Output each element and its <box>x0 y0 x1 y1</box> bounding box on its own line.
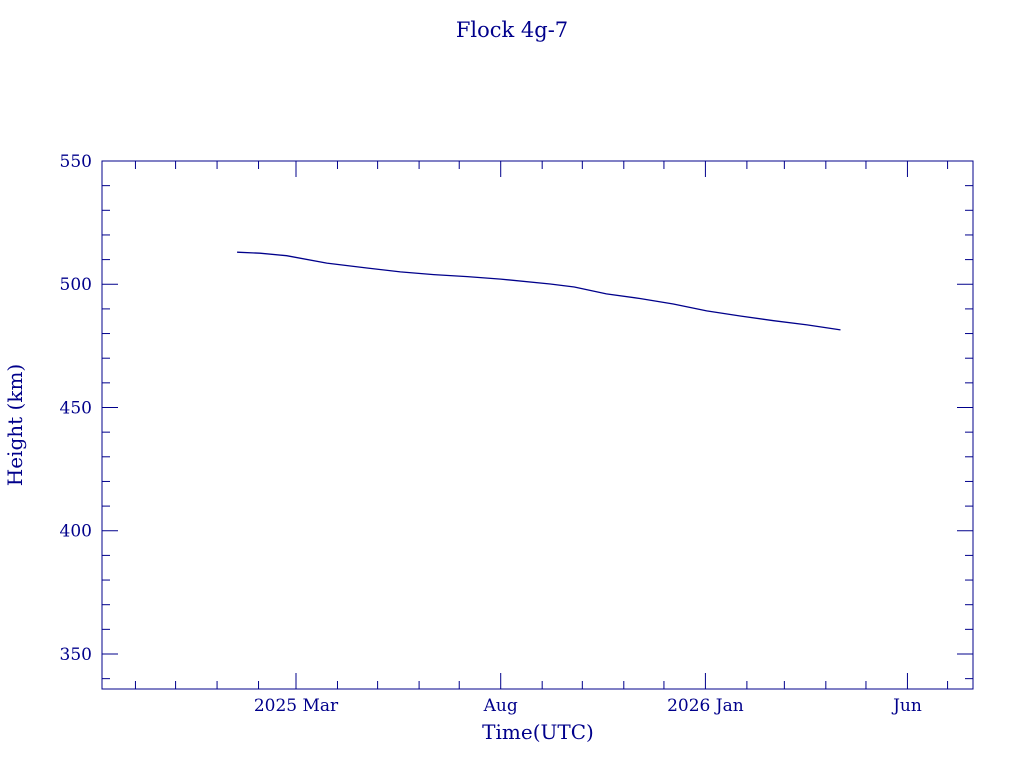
y-tick-label: 400 <box>60 522 92 542</box>
height-line <box>237 251 841 331</box>
chart-title: Flock 4g-7 <box>456 18 568 42</box>
series <box>237 251 841 331</box>
x-tick-label: Jun <box>891 696 922 716</box>
plot-frame <box>101 160 974 690</box>
y-tick-label: 550 <box>60 152 92 172</box>
y-tick-label: 350 <box>60 645 92 665</box>
x-tick-label: Aug <box>483 696 518 716</box>
y-tick-label: 450 <box>60 398 92 418</box>
y-axis-label: Height (km) <box>3 364 27 486</box>
x-tick-label: 2026 Jan <box>667 696 744 716</box>
axes <box>101 160 974 690</box>
x-axis-label: Time(UTC) <box>482 720 594 744</box>
tick-labels: 350 400 450 500 550 2025 Mar Aug 2026 Jan Jun <box>60 152 922 716</box>
x-tick-label: 2025 Mar <box>254 696 339 716</box>
y-tick-label: 500 <box>60 275 92 295</box>
